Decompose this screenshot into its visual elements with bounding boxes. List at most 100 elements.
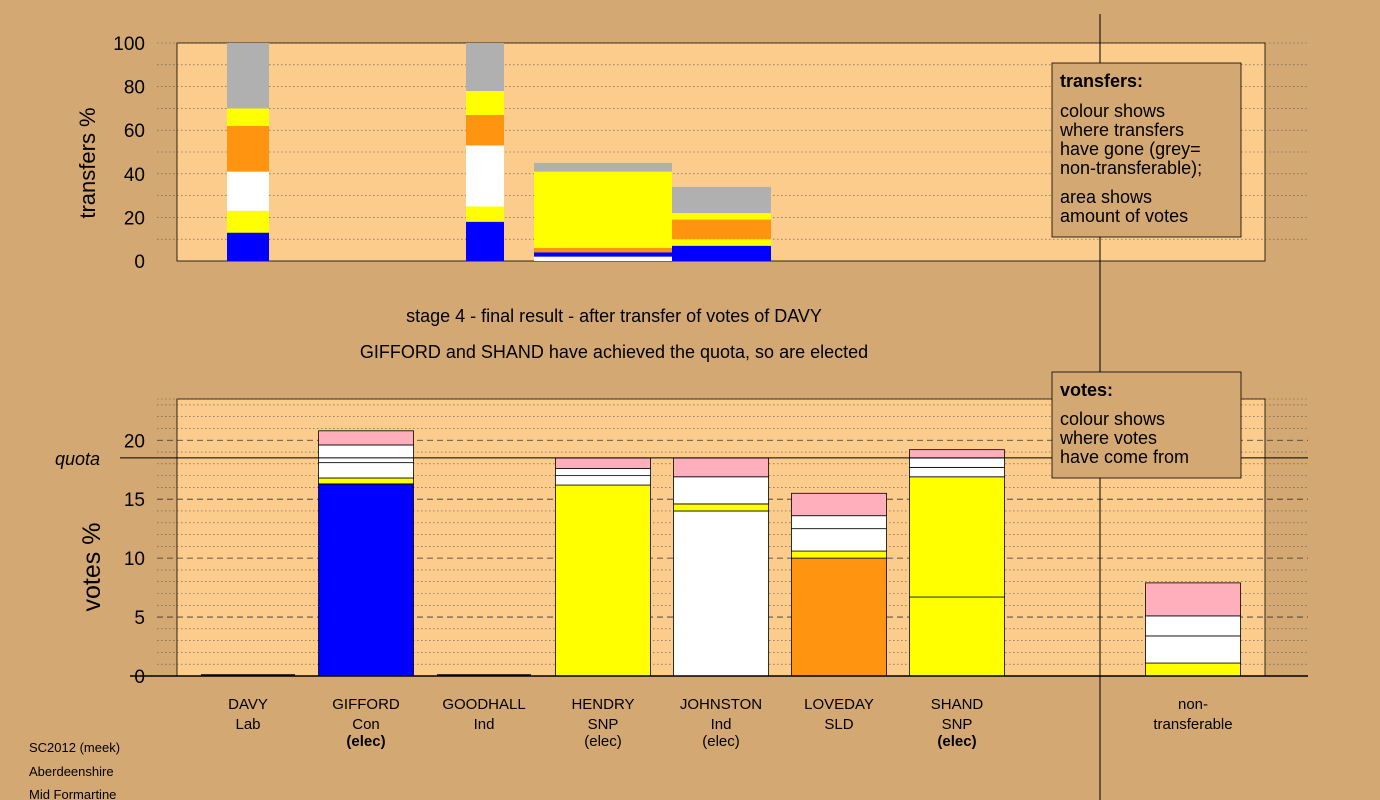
- candidate-status: (elec): [346, 733, 385, 750]
- vote-segment: [1145, 662, 1241, 677]
- transfer-segment: [466, 145, 504, 207]
- transfers-legend-line: have gone (grey=: [1060, 139, 1201, 159]
- vote-segment: [1145, 615, 1241, 637]
- y-tick-label: 0: [134, 667, 145, 688]
- candidate-party: Con: [352, 716, 380, 733]
- vote-segment: [909, 466, 1005, 478]
- candidate-status: (elec): [584, 733, 622, 750]
- y-tick-label: 20: [124, 208, 145, 229]
- transfer-segment: [534, 252, 672, 257]
- transfer-segment: [672, 213, 771, 220]
- votes-bars: [201, 430, 1241, 677]
- transfer-segment: [534, 162, 672, 172]
- footer-line: SC2012 (meek): [29, 740, 120, 755]
- transfers-legend-line: colour shows: [1060, 101, 1165, 121]
- transfer-segment: [466, 90, 504, 115]
- transfer-segment: [466, 43, 504, 91]
- transfer-segment: [227, 171, 269, 211]
- candidate-name: HENDRY: [571, 696, 634, 713]
- vote-segment: [791, 550, 887, 559]
- vote-segment: [909, 457, 1005, 468]
- candidate-name: LOVEDAY: [804, 696, 874, 713]
- votes-legend-title: votes:: [1060, 380, 1113, 400]
- vote-segment: [555, 457, 651, 469]
- vote-segment: [555, 484, 651, 677]
- candidate-party: SLD: [824, 716, 853, 733]
- transfers-legend-line: where transfers: [1059, 120, 1184, 140]
- vote-segment: [318, 477, 414, 485]
- y-tick-label: 40: [124, 165, 145, 186]
- stage-subtitle: GIFFORD and SHAND have achieved the quot…: [360, 342, 868, 362]
- votes-legend-line: where votes: [1059, 428, 1157, 448]
- transfer-segment: [227, 210, 269, 233]
- stage-title: stage 4 - final result - after transfer …: [406, 306, 822, 326]
- transfer-segment: [534, 247, 672, 253]
- vote-segment: [318, 444, 414, 464]
- vote-segment: [673, 476, 769, 505]
- vote-segment: [791, 492, 887, 517]
- y-tick-label: 80: [124, 78, 145, 99]
- transfers-legend-box: [1051, 62, 1242, 238]
- candidate-name: non-: [1178, 696, 1208, 713]
- candidate-name: DAVY: [228, 696, 268, 713]
- vote-segment: [318, 462, 414, 479]
- votes-legend-line: have come from: [1060, 447, 1189, 467]
- transfer-segment: [534, 256, 672, 261]
- candidate-name: SHAND: [931, 696, 984, 713]
- y-tick-label: 15: [124, 490, 145, 511]
- candidate-status: (elec): [702, 733, 740, 750]
- votes-ylabel: votes %: [78, 523, 106, 612]
- candidate-party: Ind: [711, 716, 732, 733]
- candidate-party: SNP: [942, 716, 973, 733]
- footer-line: Mid Formartine: [29, 787, 116, 800]
- y-tick-label: 10: [124, 549, 145, 570]
- transfers-legend-line: non-transferable);: [1060, 158, 1202, 178]
- transfer-segment: [466, 221, 504, 261]
- candidate-labels: DAVYLabGIFFORDCon(elec)GOODHALLIndHENDRY…: [228, 696, 1232, 750]
- y-tick-label: 0: [134, 252, 145, 273]
- transfers-yticks: 0 20 40 60 80 100: [113, 34, 145, 273]
- transfer-segment: [672, 245, 771, 261]
- vote-segment: [1145, 635, 1241, 664]
- vote-segment: [909, 449, 1005, 459]
- vote-segment: [555, 468, 651, 477]
- transfer-segment: [227, 43, 269, 109]
- vote-segment: [555, 475, 651, 486]
- transfer-segment: [227, 125, 269, 172]
- transfer-segment: [672, 186, 771, 214]
- candidate-name: JOHNSTON: [680, 696, 762, 713]
- transfer-segment: [466, 114, 504, 146]
- vote-segment: [673, 457, 769, 478]
- candidate-party: transferable: [1153, 716, 1232, 733]
- y-tick-label: 100: [113, 34, 145, 55]
- transfers-legend-line: amount of votes: [1060, 206, 1188, 226]
- transfers-legend-title: transfers:: [1060, 71, 1143, 91]
- vote-segment: [791, 528, 887, 552]
- vote-segment: [673, 503, 769, 512]
- vote-segment: [909, 596, 1005, 677]
- transfer-segment: [534, 171, 672, 248]
- transfer-segment: [672, 219, 771, 240]
- candidate-name: GOODHALL: [442, 696, 525, 713]
- vote-segment: [318, 483, 414, 677]
- vote-segment: [791, 515, 887, 530]
- vote-segment: [318, 430, 414, 446]
- y-tick-label: 5: [134, 608, 145, 629]
- votes-yticks: 0 5 10 15 20: [124, 431, 145, 688]
- vote-segment: [673, 510, 769, 677]
- transfers-ylabel: transfers %: [75, 107, 100, 218]
- y-tick-label: 60: [124, 121, 145, 142]
- transfer-segment: [466, 206, 504, 222]
- vote-segment: [909, 476, 1005, 598]
- quota-label: quota: [55, 449, 100, 469]
- candidate-party: Lab: [235, 716, 260, 733]
- transfer-segment: [227, 108, 269, 126]
- candidate-name: GIFFORD: [332, 696, 400, 713]
- transfer-segment: [672, 239, 771, 246]
- candidate-status: (elec): [937, 733, 976, 750]
- transfer-segment: [227, 232, 269, 261]
- vote-segment: [791, 557, 887, 677]
- y-tick-label: 20: [124, 431, 145, 452]
- votes-legend-box: [1051, 371, 1242, 479]
